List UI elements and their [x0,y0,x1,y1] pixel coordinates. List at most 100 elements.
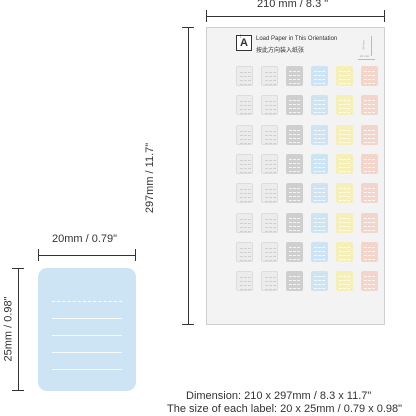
sheet-label-line [240,130,251,132]
sheet-label-line [314,276,325,278]
mini-dim-vertical-label: 20 mm [361,40,366,50]
sheet-label-line [289,288,300,290]
sheet-label [286,241,303,262]
sheet-label-line [339,254,350,256]
sheet-label-line [265,197,276,199]
sheet-height-dim-label: 297mm / 11.7" [144,142,157,214]
sheet-label-line [339,221,350,223]
sheet-label-line [364,158,375,160]
sheet-label-line [289,166,300,168]
sheet-label-line [364,71,375,72]
sheet-label-line [364,83,375,84]
sheet-label-line [289,254,300,256]
sheet-label [311,241,328,262]
sheet-label [336,241,353,262]
sheet-label-line [314,280,325,282]
sheet-height-dim-tick-top [182,27,194,28]
sheet-label-line [364,225,375,227]
sheet-label-line [364,284,375,286]
sheet-label-line [240,109,251,111]
sheet-label [236,241,253,262]
sheet-label-line [364,221,375,223]
sheet-label-line [314,258,325,260]
sheet-label-line [314,108,325,110]
label-height-dim-tick-top [12,268,24,269]
sheet-label [286,124,303,145]
sheet-label-line [240,105,251,107]
sheet-label-line [265,171,276,173]
sheet-label-line [364,217,375,219]
sheet-label-line [240,226,251,228]
sheet-label-line [339,162,350,164]
sheet-height-dim-line [188,27,189,325]
sheet-label-line [240,159,251,161]
sheet-label [311,153,328,174]
sheet-label-line [364,79,375,80]
sheet-label-line [364,280,375,282]
label-height-dim-tick-bottom [12,390,24,391]
sheet-label-line [289,100,300,102]
sheet-label [286,66,303,86]
mini-dim-vertical [371,36,372,56]
label-width-dim-tick-right [135,249,136,261]
sheet-label [286,95,303,116]
sheet-label-line [314,250,325,252]
sheet-label-line [339,246,350,248]
sheet-label-line [265,167,276,169]
mini-dim-horizontal-label: 21 mm [360,54,370,58]
sheet-label-line [289,158,300,160]
sheet-label [336,271,353,292]
sheet-label-line [314,79,325,80]
sheet-label-line [314,229,325,231]
sheet-label-line [314,188,325,190]
sheet-label-line [265,159,276,161]
sheet-label-line [364,112,375,114]
sheet-label-line [314,246,325,248]
sheet-label-line [314,104,325,106]
sheet-label-line [314,158,325,160]
sheet-label-line [240,134,251,136]
sheet-label-line [364,192,375,194]
sheet-label-line [265,285,276,287]
sheet-label-line [339,104,350,106]
sheet-label-line [314,225,325,227]
sheet-label-line [364,108,375,110]
label-sheet: ↑ A Load Paper in This Orientation 按此方向装… [206,27,385,325]
sheet-label [261,271,278,292]
sheet-label-line [314,100,325,102]
sheet-label-line [240,80,251,81]
label-rule-line [52,352,122,353]
sheet-label [261,66,278,86]
sheet-label-line [364,141,375,143]
sheet-label-line [339,225,350,227]
sheet-label-line [240,285,251,287]
sheet-label [261,124,278,145]
sheet-label [311,183,328,204]
sheet-label-line [314,170,325,172]
sheet-label [311,95,328,116]
orientation-logo: ↑ A [236,34,252,51]
sheet-label-line [265,113,276,115]
sheet-label-line [364,276,375,278]
sheet-label-line [240,201,251,203]
sheet-label [311,66,328,86]
sheet-label [336,153,353,174]
sheet-label [311,212,328,233]
label-dashed-line [52,301,122,302]
sheet-label-line [240,222,251,224]
sheet-label-line [339,141,350,143]
sheet-width-dim-line [206,16,385,17]
sheet-label-line [314,196,325,198]
sheet-label-line [265,247,276,249]
sheet-label-line [265,105,276,107]
sheet-label [311,271,328,292]
sheet-label-line [240,251,251,253]
sheet-label-line [364,129,375,131]
sheet-label-line [339,129,350,131]
sheet-label-line [364,188,375,190]
sheet-label-line [364,133,375,135]
sheet-label-line [339,71,350,72]
sheet-label-line [240,218,251,220]
sheet-label [336,95,353,116]
sheet-width-dim-tick-left [206,10,207,22]
